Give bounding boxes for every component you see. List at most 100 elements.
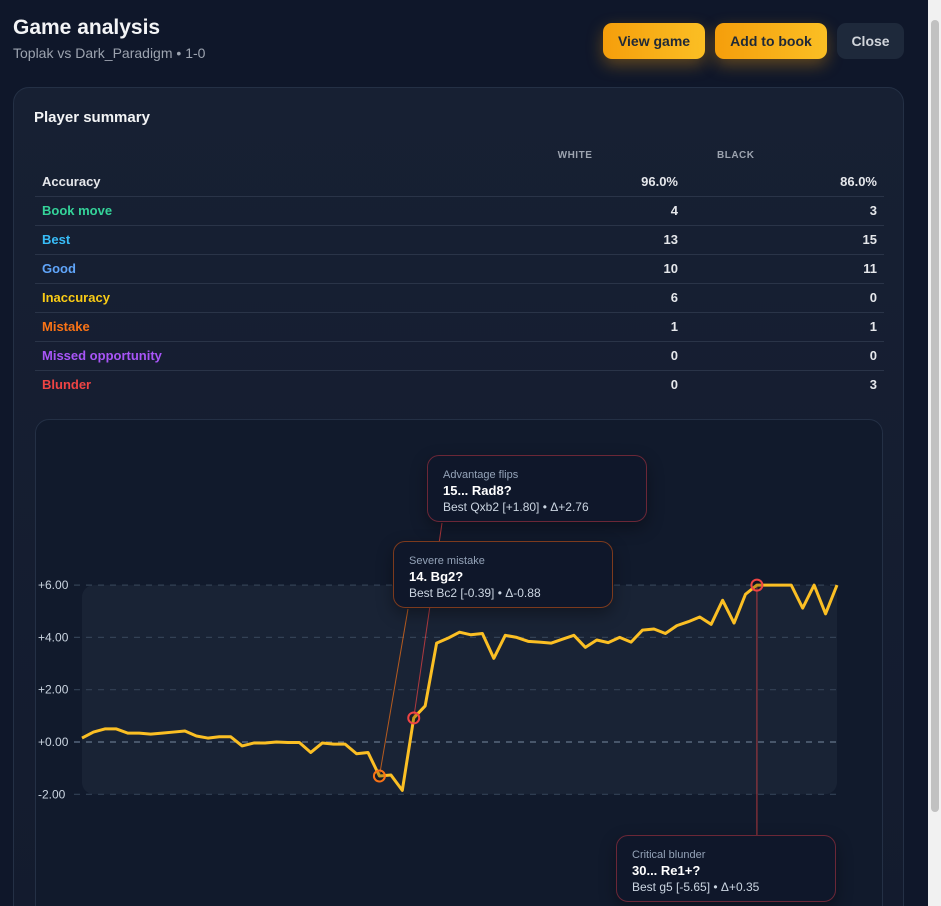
annotation-detail: Best Bc2 [-0.39] • Δ-0.88	[409, 586, 541, 600]
data-point	[607, 641, 610, 644]
white-value: 1	[465, 312, 685, 342]
data-point	[435, 642, 438, 645]
annotation-callout: Severe mistake 14. Bg2? Best Bc2 [-0.39]…	[393, 541, 613, 608]
data-point	[138, 732, 141, 735]
black-value: 3	[685, 196, 884, 226]
annotation-callout: Critical blunder 30... Re1+? Best g5 [-5…	[616, 835, 836, 902]
data-point	[103, 727, 106, 730]
data-point	[447, 637, 450, 640]
data-point	[321, 742, 324, 745]
black-value: 11	[685, 254, 884, 284]
white-value: 0	[465, 341, 685, 371]
annotation-callout: Advantage flips 15... Rad8? Best Qxb2 [+…	[427, 455, 647, 522]
annotation-kind: Severe mistake	[409, 555, 485, 567]
row-label: Book move	[35, 196, 465, 226]
scrollbar[interactable]	[928, 0, 941, 906]
data-point	[618, 636, 621, 639]
data-point	[81, 737, 84, 740]
column-black: BLACK	[717, 149, 755, 161]
table-row: Inaccuracy 6 0	[35, 283, 884, 313]
data-point	[733, 622, 736, 625]
data-point	[744, 593, 747, 596]
data-point	[126, 732, 129, 735]
view-game-button[interactable]: View game	[603, 23, 705, 59]
y-tick-label: +2.00	[38, 683, 69, 697]
data-point	[481, 632, 484, 635]
table-row: Mistake 1 1	[35, 312, 884, 342]
data-point	[550, 642, 553, 645]
table-row: Best 13 15	[35, 225, 884, 255]
data-point	[183, 730, 186, 733]
annotation-move: 14. Bg2?	[409, 569, 464, 584]
data-point	[561, 638, 564, 641]
data-point	[824, 612, 827, 615]
row-label: Inaccuracy	[35, 283, 465, 313]
scrollbar-thumb[interactable]	[931, 20, 939, 812]
y-tick-label: +6.00	[38, 578, 69, 592]
white-value: 10	[465, 254, 685, 284]
annotation-move: 15... Rad8?	[443, 483, 512, 498]
row-label: Mistake	[35, 312, 465, 342]
data-point	[687, 620, 690, 623]
data-point	[115, 727, 118, 730]
y-tick-label: +4.00	[38, 630, 69, 644]
data-point	[355, 752, 358, 755]
table-row: Book move 4 3	[35, 196, 884, 226]
y-tick-label: -2.00	[38, 787, 66, 801]
black-value: 0	[685, 341, 884, 371]
data-point	[92, 731, 95, 734]
data-point	[515, 636, 518, 639]
table-row: Accuracy 96.0% 86.0%	[35, 167, 884, 197]
evaluation-line	[81, 583, 839, 792]
game-subtitle: Toplak vs Dark_Paradigm • 1-0	[13, 45, 206, 61]
data-point	[492, 657, 495, 660]
data-point	[538, 641, 541, 644]
black-value: 0	[685, 283, 884, 313]
header-blank	[35, 143, 465, 167]
data-point	[366, 751, 369, 754]
close-button[interactable]: Close	[837, 23, 904, 59]
data-point	[424, 704, 427, 707]
row-label: Good	[35, 254, 465, 284]
data-point	[630, 641, 633, 644]
data-point	[264, 742, 267, 745]
data-point	[790, 584, 793, 587]
annotation-kind: Critical blunder	[632, 849, 706, 861]
data-point	[767, 584, 770, 587]
data-point	[275, 741, 278, 744]
table-row: Missed opportunity 0 0	[35, 341, 884, 371]
data-point	[309, 751, 312, 754]
data-point	[836, 584, 839, 587]
section-title: Player summary	[34, 109, 150, 126]
data-point	[721, 599, 724, 602]
data-point	[229, 735, 232, 738]
black-value: 15	[685, 225, 884, 255]
data-point	[469, 633, 472, 636]
add-to-book-button[interactable]: Add to book	[715, 23, 827, 59]
white-value: 13	[465, 225, 685, 255]
data-point	[778, 584, 781, 587]
data-point	[527, 640, 530, 643]
black-value: 86.0%	[685, 167, 884, 197]
data-point	[149, 733, 152, 736]
annotation-kind: Advantage flips	[443, 469, 519, 481]
data-point	[595, 639, 598, 642]
column-white: WHITE	[557, 149, 593, 161]
annotation-detail: Best Qxb2 [+1.80] • Δ+2.76	[443, 500, 589, 514]
annotation-marker	[750, 578, 764, 592]
page-title: Game analysis	[13, 16, 161, 39]
annotation-connector	[378, 608, 409, 777]
data-point	[332, 743, 335, 746]
annotation-detail: Best g5 [-5.65] • Δ+0.35	[632, 880, 760, 894]
data-point	[241, 744, 244, 747]
data-point	[298, 741, 301, 744]
row-label: Missed opportunity	[35, 341, 465, 371]
row-label: Blunder	[42, 377, 92, 393]
table-row: Blunder 0 3	[35, 370, 884, 399]
data-point	[572, 634, 575, 637]
white-value: 0	[670, 377, 678, 393]
data-point	[389, 773, 392, 776]
data-point	[698, 616, 701, 619]
table-row: Good 10 11	[35, 254, 884, 284]
data-point	[218, 735, 221, 738]
